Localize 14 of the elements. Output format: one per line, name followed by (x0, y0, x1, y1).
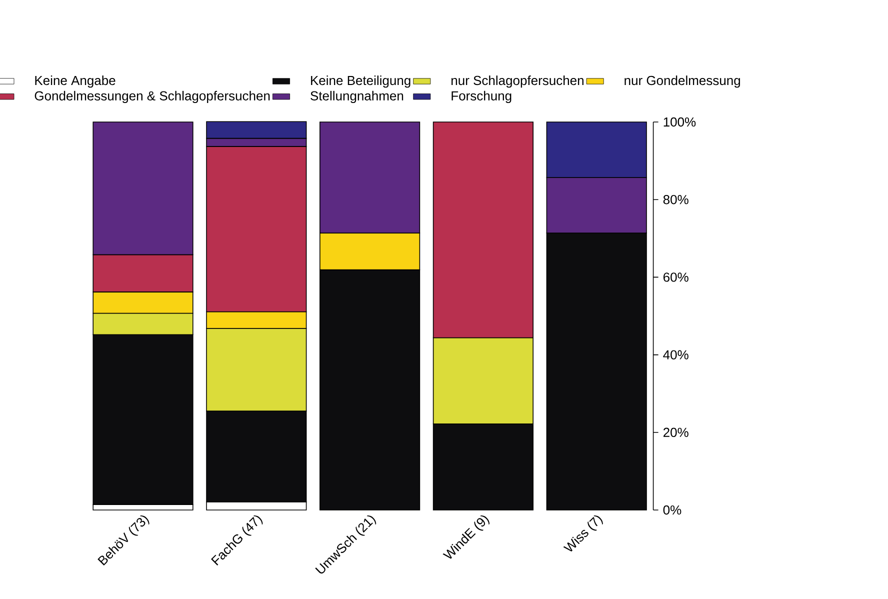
legend-label: Keine Angabe (35, 76, 116, 88)
legend-label: nur Gondelmessung (624, 76, 740, 88)
x-tick-label: Wiss (7) (563, 515, 603, 552)
legend-label: Keine Beteiligung (311, 76, 410, 88)
legend-label: Forschung (452, 90, 512, 104)
legend-label: nur Schlagopfersuchen (452, 76, 584, 88)
y-tick-label: 60% (663, 272, 688, 282)
y-tick-label: 80% (663, 194, 688, 204)
y-tick-label: 100% (664, 117, 696, 127)
legend-label: Stellungnahmen (310, 90, 404, 104)
y-tick-label: 0% (663, 505, 682, 515)
y-tick-label: 20% (663, 428, 688, 437)
legend-label: Gondelmessungen & Schlagopfersuchen (34, 90, 270, 104)
y-tick-label: 40% (663, 350, 688, 360)
